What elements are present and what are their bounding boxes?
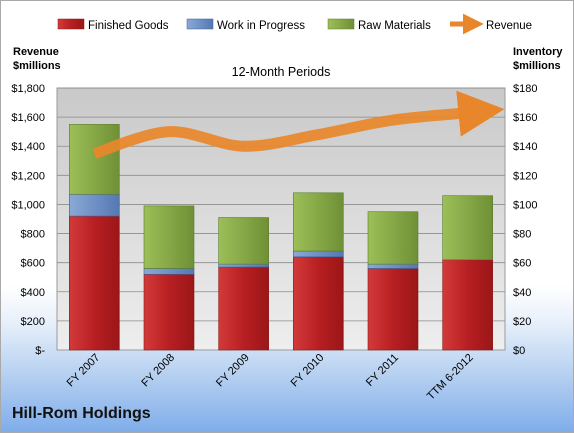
bar-finished-goods xyxy=(218,266,269,351)
bars xyxy=(69,124,493,351)
bar-finished-goods xyxy=(442,259,493,351)
right-tick-label: $100 xyxy=(513,199,537,211)
x-tick-label: FY 2010 xyxy=(289,352,327,390)
right-tick-label: $20 xyxy=(513,316,531,328)
bar-finished-goods xyxy=(293,256,344,351)
left-tick-label: $1,600 xyxy=(11,112,45,124)
left-tick-label: $200 xyxy=(21,316,45,328)
x-axis-labels: FY 2007 FY 2008 FY 2009 FY 2010 FY 2011 TTM 6… xyxy=(65,352,476,403)
chart-subtitle: 12-Month Periods xyxy=(232,65,331,79)
right-axis-title-line1: Inventory xyxy=(513,46,563,58)
legend-label-raw-materials: Raw Materials xyxy=(358,20,431,32)
x-tick-label: FY 2011 xyxy=(364,352,401,389)
left-tick-label: $1,800 xyxy=(11,83,45,95)
left-tick-label: $- xyxy=(35,345,45,357)
bar-raw-materials xyxy=(367,211,419,265)
legend-label-work-in-progress: Work in Progress xyxy=(217,20,305,32)
right-tick-label: $160 xyxy=(513,112,537,124)
right-tick-label: $140 xyxy=(513,141,537,153)
right-axis-title-line2: $millions xyxy=(513,60,561,72)
right-tick-label: $40 xyxy=(513,287,531,299)
left-tick-label: $600 xyxy=(21,258,45,270)
x-tick-label: TTM 6-2012 xyxy=(425,352,476,403)
legend-label-revenue: Revenue xyxy=(486,20,532,32)
bar-finished-goods xyxy=(69,215,120,351)
left-axis-title-line1: Revenue xyxy=(13,46,59,58)
x-tick-label: FY 2008 xyxy=(139,352,177,390)
left-tick-label: $1,000 xyxy=(11,199,45,211)
gridlines xyxy=(57,87,505,322)
bar-raw-materials xyxy=(218,217,269,265)
left-tick-label: $1,200 xyxy=(11,170,45,182)
bar-work-in-progress xyxy=(367,263,419,269)
bar-work-in-progress xyxy=(69,193,120,217)
bar-raw-materials xyxy=(442,195,493,261)
legend-swatch-raw-materials xyxy=(327,18,355,30)
legend: Finished Goods Work in Progress Raw Mate… xyxy=(57,13,532,35)
bar-work-in-progress xyxy=(293,250,344,258)
left-axis-ticks: $- $200 $400 $600 $800 $1,000 $1,200 $1,400 $1,6… xyxy=(11,83,45,357)
x-tick-label: FY 2009 xyxy=(214,352,252,390)
bar-work-in-progress xyxy=(218,263,269,268)
right-tick-label: $120 xyxy=(513,170,537,182)
bar-finished-goods xyxy=(143,274,195,351)
right-tick-label: $80 xyxy=(513,229,531,241)
bar-work-in-progress xyxy=(143,268,195,275)
legend-label-finished-goods: Finished Goods xyxy=(88,20,169,32)
revenue-line xyxy=(92,90,505,159)
left-tick-label: $400 xyxy=(21,287,45,299)
bar-finished-goods xyxy=(367,268,419,351)
right-axis-ticks: $0 $20 $40 $60 $80 $100 $120 $140 $160 $180 xyxy=(513,83,537,357)
company-name: Hill-Rom Holdings xyxy=(12,405,151,422)
right-tick-label: $180 xyxy=(513,83,537,95)
legend-swatch-finished-goods xyxy=(57,18,85,30)
bar-raw-materials xyxy=(143,205,195,269)
left-axis-title-line2: $millions xyxy=(13,60,61,72)
plot-area xyxy=(56,87,506,351)
right-tick-label: $60 xyxy=(513,258,531,270)
revenue-curve xyxy=(92,90,505,159)
x-tick-label: FY 2007 xyxy=(65,352,103,390)
bar-raw-materials xyxy=(69,124,120,195)
right-tick-label: $0 xyxy=(513,345,525,357)
bar-raw-materials xyxy=(293,192,344,252)
left-tick-label: $1,400 xyxy=(11,141,45,153)
left-tick-label: $800 xyxy=(21,229,45,241)
legend-swatch-work-in-progress xyxy=(186,18,214,30)
